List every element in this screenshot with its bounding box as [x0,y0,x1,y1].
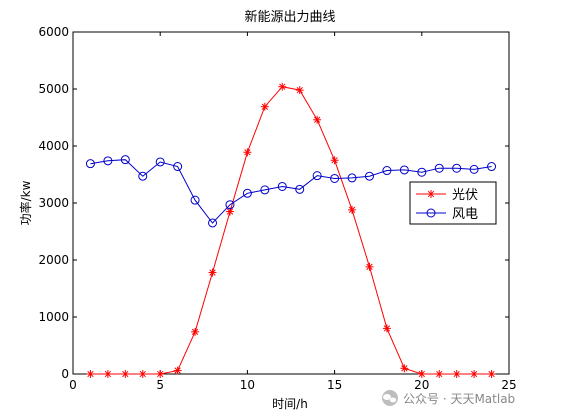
data-point [243,148,252,157]
wechat-icon [382,390,398,406]
legend-marker [426,208,436,218]
data-point [225,207,234,216]
data-point [364,171,374,181]
x-tick-label: 5 [156,378,164,392]
data-point [400,364,409,373]
legend-marker [427,190,435,198]
data-point [330,156,339,165]
x-tick-label: 25 [501,378,516,392]
data-point [121,370,130,378]
watermark: 公众号 · 天天Matlab [382,390,515,406]
data-point [295,184,305,194]
y-tick-label: 1000 [38,310,69,324]
x-tick-label: 0 [69,378,77,392]
chart-title: 新能源出力曲线 [244,9,335,25]
data-point [103,156,113,166]
data-point [470,370,479,378]
data-point [173,162,183,172]
data-point [330,173,340,183]
data-point [225,200,235,210]
y-tick-label: 2000 [38,253,69,267]
data-point [295,86,304,95]
x-tick-label: 20 [414,378,429,392]
data-point [208,218,218,228]
data-point [452,370,461,378]
x-tick-label: 10 [240,378,255,392]
legend-item: 风电 [416,207,478,222]
data-point [156,370,165,378]
data-point [417,370,426,378]
data-point [138,370,147,378]
data-point [435,370,444,378]
data-point [103,370,112,378]
data-point [138,171,148,181]
series-pv [86,82,496,378]
data-point [487,370,496,378]
data-point [120,155,130,165]
data-point [312,171,322,181]
watermark-text: 公众号 · 天天Matlab [403,392,515,406]
y-tick-label: 4000 [38,139,69,153]
data-point [278,82,287,91]
data-point [190,195,200,205]
data-point [85,159,95,169]
legend-box [409,181,497,225]
x-axis-label: 时间/h [272,397,308,411]
y-tick-label: 6000 [38,25,69,39]
data-point [86,370,95,378]
data-point [313,115,322,124]
data-point [399,165,409,175]
data-point [173,366,182,375]
data-point [382,324,391,333]
data-point [155,157,165,167]
series-wind [85,155,497,228]
legend-item: 光伏 [416,188,478,203]
y-tick-label: 5000 [38,82,69,96]
data-point [347,173,357,183]
data-point [434,163,444,173]
data-point [382,166,392,176]
data-point [208,268,217,277]
legend-label: 风电 [452,207,478,222]
data-point [260,102,269,111]
data-point [452,163,462,173]
data-point [260,185,270,195]
legend-label: 光伏 [452,188,478,203]
y-axis-label: 功率/kw [18,180,33,225]
data-point [348,205,357,214]
data-point [487,162,497,172]
x-tick-label: 15 [327,378,342,392]
y-tick-label: 3000 [38,196,69,210]
data-point [242,188,252,198]
data-point [277,181,287,191]
data-point [469,164,479,174]
y-tick-label: 0 [61,367,69,381]
data-point [191,327,200,336]
data-point [417,167,427,177]
data-point [365,262,374,271]
